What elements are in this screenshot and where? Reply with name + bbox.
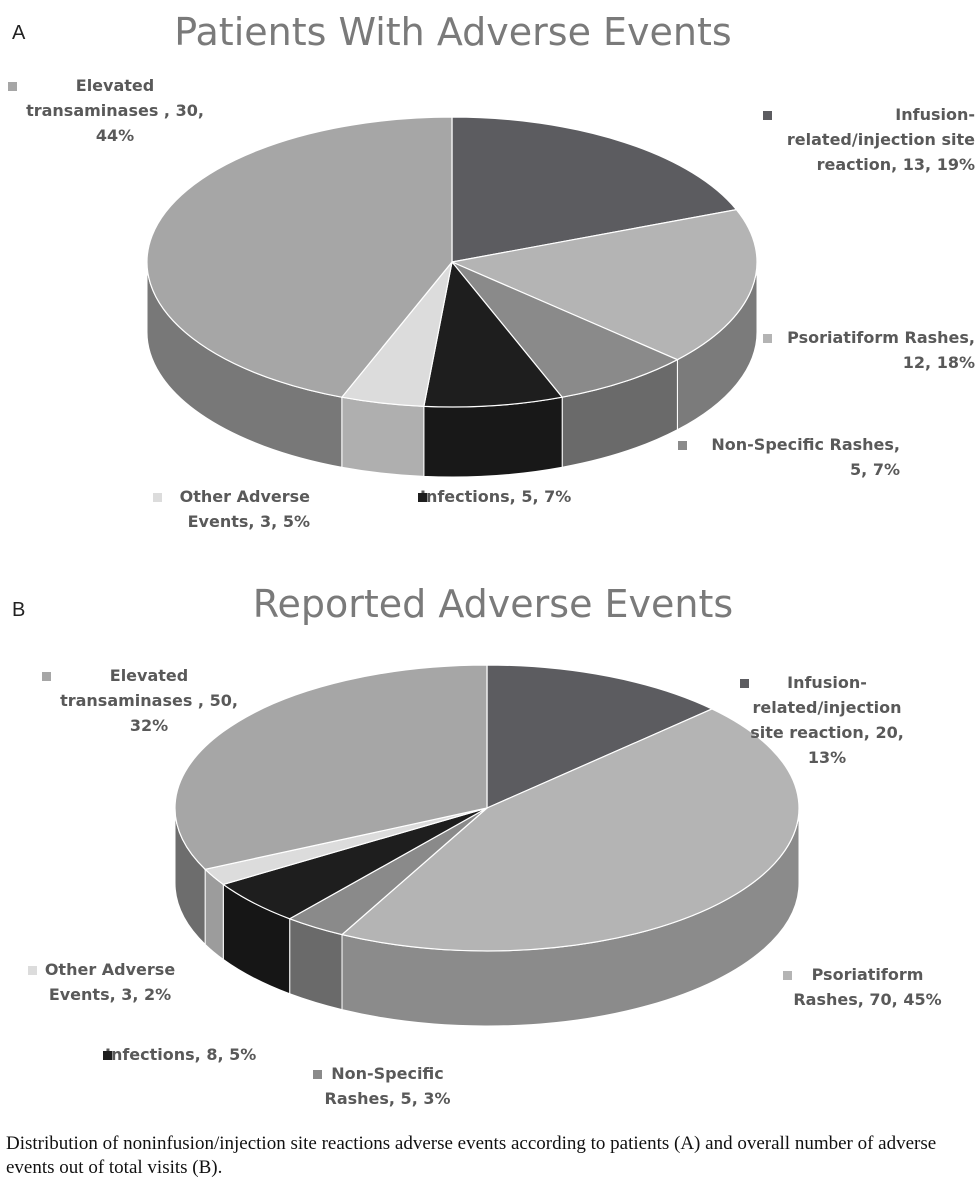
slice-label-line: Rashes, 70, 45% <box>793 990 942 1009</box>
slice-label-line: Elevated <box>109 666 189 685</box>
slice-label: Elevated transaminases , 30, 44% <box>8 73 220 148</box>
slice-label-line: Non-Specific <box>331 1064 444 1083</box>
slice-label: Psoriatiform Rashes, 70, 45% <box>783 962 950 1012</box>
pie-slice-side <box>341 396 425 477</box>
legend-marker <box>28 966 37 975</box>
legend-marker <box>313 1070 322 1079</box>
slice-label-line: Events, 3, 2% <box>48 985 172 1004</box>
legend-marker <box>153 493 162 502</box>
slice-label-line: Other Adverse <box>44 960 176 979</box>
slice-label: Infusion-related/injection site reaction,… <box>763 102 975 177</box>
slice-label-line: Psoriatiform Rashes, <box>787 328 975 347</box>
chart-title: Reported Adverse Events <box>252 582 734 626</box>
slice-label-line: Events, 3, 5% <box>187 512 310 531</box>
slice-label-line: Psoriatiform <box>811 965 924 984</box>
slice-label-line: 44% <box>95 126 135 145</box>
slice-label: Elevated transaminases , 50, 32% <box>42 663 254 738</box>
legend-marker <box>763 334 772 343</box>
slice-label-line: reaction, 13, 19% <box>816 155 975 174</box>
slice-label-line: 12, 18% <box>902 353 975 372</box>
legend-marker <box>740 679 749 688</box>
slice-label-line: 13% <box>807 748 847 767</box>
pie-side-walls <box>174 807 800 1027</box>
pie-top <box>174 664 800 952</box>
slice-label: Infections, 5, 7% <box>418 484 620 509</box>
slice-label: Other Adverse Events, 3, 5% <box>153 484 310 534</box>
pie-top <box>146 116 758 408</box>
chart-panel-a: A Patients With Adverse Events Infusion-… <box>0 0 976 570</box>
chart-title: Patients With Adverse Events <box>174 10 732 54</box>
slice-label-line: Infections, 5, 7% <box>420 487 572 506</box>
slice-label-line: Infusion- <box>787 673 867 692</box>
legend-marker <box>8 82 17 91</box>
slice-label-line: Non-Specific Rashes, <box>711 435 900 454</box>
legend-marker <box>783 971 792 980</box>
pie-side-walls <box>146 261 758 478</box>
pie-slice <box>340 708 800 952</box>
slice-label-line: Elevated <box>75 76 155 95</box>
slice-label: Non-Specific Rashes, 5, 3% <box>313 1061 460 1111</box>
pie-slice <box>146 116 453 398</box>
slice-label-line: Other Adverse <box>179 487 310 506</box>
legend-marker <box>42 672 51 681</box>
slice-label: Other Adverse Events, 3, 2% <box>28 957 190 1007</box>
pie-slice <box>486 664 714 809</box>
pie-slice <box>174 664 488 870</box>
pie-slice <box>449 208 758 361</box>
slice-label-line: transaminases , 50, <box>60 691 238 710</box>
pie-slice <box>423 260 564 408</box>
chart-panel-b: B Reported Adverse Events Infusion-relat… <box>0 570 976 1125</box>
slice-label-line: 32% <box>129 716 169 735</box>
pie-chart <box>174 664 800 1027</box>
slice-label-line: 5, 7% <box>850 460 900 479</box>
legend-marker <box>103 1051 112 1060</box>
slice-label-line: site reaction, 20, <box>750 723 904 742</box>
slice-label-line: Rashes, 5, 3% <box>324 1089 451 1108</box>
slice-label-line: related/injection <box>752 698 902 717</box>
legend-marker <box>763 111 772 120</box>
panel-letter: A <box>12 22 26 44</box>
legend-marker <box>418 493 427 502</box>
slice-label: Infections, 8, 5% <box>103 1042 285 1067</box>
panel-letter: B <box>12 599 26 621</box>
pie-slice <box>451 116 738 263</box>
slice-label: Non-Specific Rashes, 5, 7% <box>678 432 900 482</box>
figure-caption: Distribution of noninfusion/injection si… <box>6 1133 937 1178</box>
slice-label-line: related/injection site <box>786 130 975 149</box>
slice-label-line: Infections, 8, 5% <box>105 1045 257 1064</box>
pie-slice-side <box>423 396 563 478</box>
slice-label-line: Infusion- <box>895 105 975 124</box>
legend-marker <box>678 441 687 450</box>
pie-slice <box>451 261 679 398</box>
slice-label: Psoriatiform Rashes, 12, 18% <box>763 325 975 375</box>
slice-label: Infusion-related/injection site reaction,… <box>740 670 912 770</box>
pie-chart <box>146 116 758 478</box>
slice-label-line: transaminases , 30, <box>26 101 204 120</box>
